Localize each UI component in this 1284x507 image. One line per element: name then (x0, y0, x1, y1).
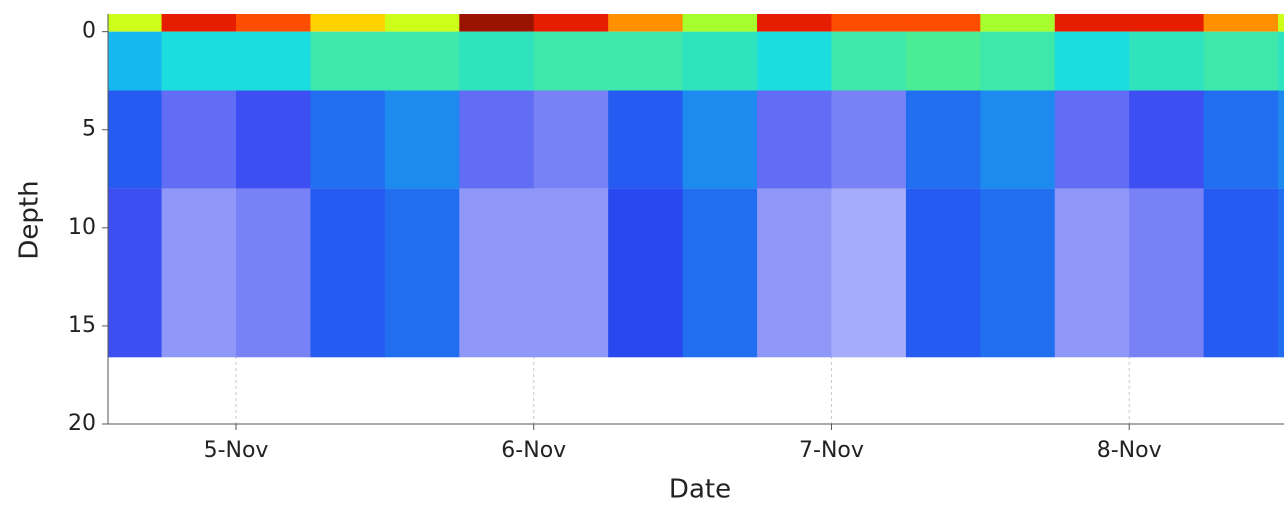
heatmap-cell (236, 14, 311, 32)
heatmap-cell (757, 31, 832, 91)
heatmap-cell (757, 188, 832, 358)
x-tick-label: 5-Nov (204, 438, 269, 463)
heatmap-cell (310, 14, 386, 32)
heatmap-cell (831, 188, 907, 358)
heatmap-cell (608, 14, 684, 32)
heatmap-cell (905, 14, 981, 32)
heatmap-cell (831, 31, 907, 91)
heatmap-cell (1129, 31, 1205, 91)
heatmap-cell (533, 31, 609, 91)
heatmap-cell (1278, 188, 1284, 358)
heatmap-cell (310, 188, 386, 358)
heatmap-cell (236, 31, 311, 91)
heatmap-cell (384, 188, 460, 358)
heatmap-cell (1203, 90, 1279, 189)
heatmap-cell (980, 14, 1056, 32)
heatmap-cell (384, 14, 460, 32)
heatmap-cell (161, 14, 237, 32)
heatmap-cell (1129, 188, 1205, 358)
heatmap-cell (108, 188, 163, 358)
heatmap-cell (459, 90, 535, 189)
heatmap-cell (1203, 31, 1279, 91)
y-tick-label: 5 (82, 117, 96, 142)
heatmap-cell (608, 188, 684, 358)
heatmap-cell (384, 90, 460, 189)
heatmap-cell (1278, 14, 1284, 32)
heatmap-cell (1129, 90, 1205, 189)
y-axis-label: Depth (15, 180, 45, 259)
heatmap-cell (310, 31, 386, 91)
heatmap-cell (108, 90, 163, 189)
heatmap-cell (533, 14, 609, 32)
heatmap-cell (682, 90, 758, 189)
heatmap-cell (980, 90, 1056, 189)
heatmap-cell (757, 90, 832, 189)
heatmap-cell (757, 14, 832, 32)
heatmap-cell (682, 14, 758, 32)
heatmap-cell (459, 31, 535, 91)
heatmap-cell (161, 90, 237, 189)
heatmap-cell (1203, 14, 1279, 32)
heatmap-cell (310, 90, 386, 189)
heatmap-cell (236, 188, 311, 358)
heatmap-cell (608, 31, 684, 91)
heatmap-cell (108, 14, 163, 32)
heatmap-cell (459, 14, 535, 32)
heatmap-cell (108, 31, 163, 91)
heatmap-cell (533, 188, 609, 358)
heatmap-cell (905, 90, 981, 189)
heatmap-cell (161, 188, 237, 358)
heatmap-cell (1203, 188, 1279, 358)
heatmap-cell (608, 90, 684, 189)
heatmap-cell (682, 188, 758, 358)
heatmap-cell (831, 90, 907, 189)
x-tick-label: 8-Nov (1097, 438, 1162, 463)
x-tick-label: 6-Nov (501, 438, 566, 463)
heatmap-cell (384, 31, 460, 91)
y-tick-label: 10 (68, 215, 96, 240)
heatmap-cell (161, 31, 237, 91)
heatmap-cell (1054, 90, 1130, 189)
heatmap-cell (1278, 90, 1284, 189)
heatmap-cell (831, 14, 907, 32)
heatmap-cell (1054, 14, 1130, 32)
heatmap-cell (1054, 31, 1130, 91)
heatmap-cell (236, 90, 311, 189)
y-tick-label: 15 (68, 313, 96, 338)
heatmap-cell (1278, 31, 1284, 91)
heatmap-cell (1054, 188, 1130, 358)
heatmap-cell (533, 90, 609, 189)
heatmap-cell (459, 188, 535, 358)
heatmap-cell (980, 31, 1056, 91)
y-tick-label: 20 (68, 411, 96, 436)
heatmap-cell (980, 188, 1056, 358)
x-axis-label: Date (669, 475, 731, 505)
x-tick-label: 7-Nov (799, 438, 864, 463)
heatmap-cell (1129, 14, 1205, 32)
heatmap-cell (905, 188, 981, 358)
heatmap-cell (905, 31, 981, 91)
y-tick-label: 0 (82, 19, 96, 44)
heatmap-cell (682, 31, 758, 91)
